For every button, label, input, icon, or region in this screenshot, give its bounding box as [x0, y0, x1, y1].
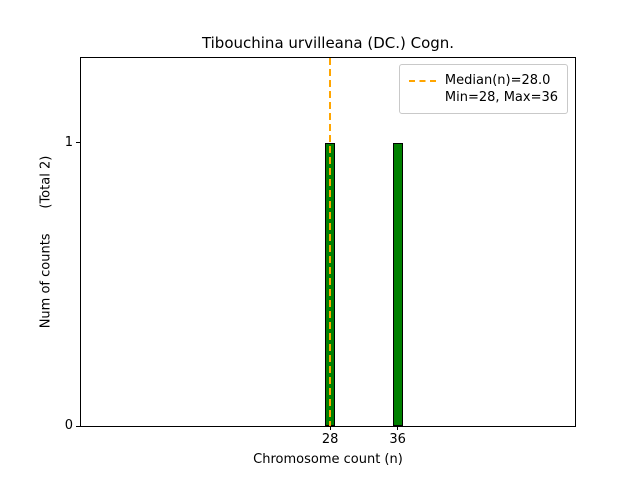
legend-empty-sample — [409, 97, 436, 99]
x-tick-label: 36 — [389, 432, 406, 447]
legend-entry-label: Min=28, Max=36 — [444, 90, 558, 105]
x-tick-label: 28 — [321, 432, 339, 447]
legend: Median(n)=28.0 Min=28, Max=36 — [398, 64, 568, 114]
legend-entry-label: Median(n)=28.0 — [444, 73, 551, 88]
x-tick — [329, 426, 331, 430]
legend-entry: Median(n)=28.0 — [408, 73, 558, 88]
plot-area: Median(n)=28.0 Min=28, Max=36 28 36 0 1 — [65, 57, 576, 447]
y-tick-label: 1 — [64, 134, 73, 150]
median-line-legend-sample — [408, 79, 436, 82]
y-axis-label: Num of counts (Total 2) — [38, 155, 54, 329]
legend-entry: Min=28, Max=36 — [409, 90, 558, 105]
median-line — [329, 58, 332, 426]
chart-title: Tibouchina urvilleana (DC.) Cogn. — [201, 34, 455, 52]
x-axis-label: Chromosome count (n) — [253, 452, 403, 467]
y-tick — [76, 425, 80, 427]
y-tick — [76, 142, 80, 144]
y-tick-label: 0 — [64, 418, 73, 433]
bar — [392, 142, 403, 426]
x-tick — [397, 426, 399, 430]
